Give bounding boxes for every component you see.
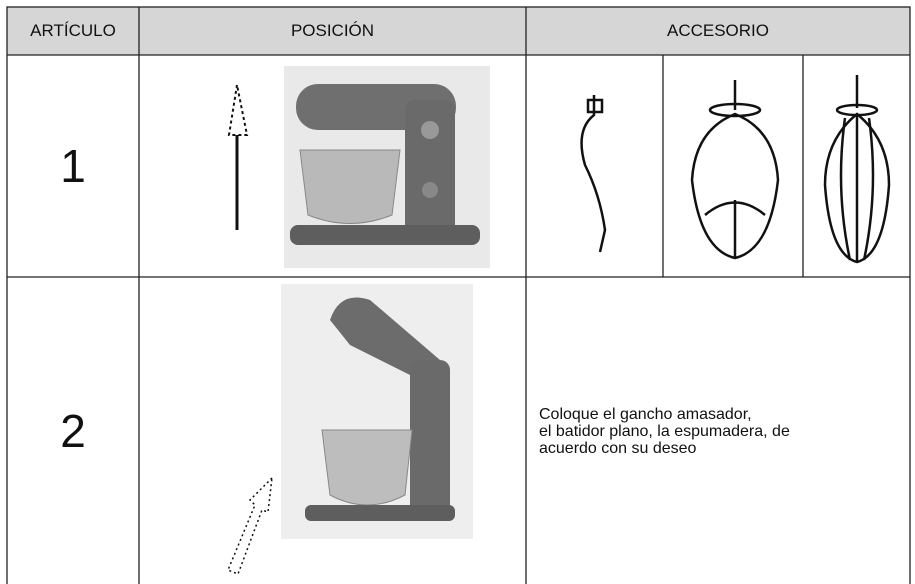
header-cell: POSICIÓN [140,8,525,54]
accessory-text: Coloque el gancho amasador, el batidor p… [527,278,909,584]
header-cell: ACCESORIO [527,8,909,54]
item-number: 1 [60,140,86,192]
row1-illustration [227,66,490,268]
header-cell: ARTÍCULO [8,8,138,54]
accessory-text-body: Coloque el gancho amasador, el batidor p… [539,405,790,457]
table-borders [6,6,911,584]
row2-illustration [227,284,473,575]
item-number: 2 [60,405,86,457]
accessory-illustrations [580,75,891,264]
